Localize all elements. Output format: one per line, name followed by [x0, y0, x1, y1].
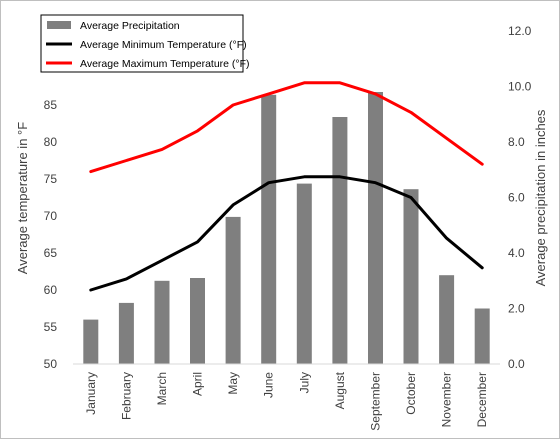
left-axis-title: Average temperature in °F — [15, 122, 30, 274]
x-axis-ticks: January February March April May June July Augu… — [84, 371, 489, 430]
right-axis-ticks: 0.0 2.0 4.0 6.0 8.0 10.0 12.0 — [508, 24, 532, 371]
precipitation-bar — [474, 308, 490, 364]
x-axis-tick-label: September — [369, 372, 383, 431]
left-axis-tick-label: 75 — [44, 172, 58, 186]
precipitation-bars — [83, 92, 490, 365]
x-axis-tick-label: July — [297, 372, 311, 393]
legend-box — [40, 14, 244, 73]
right-axis-tick-label: 4.0 — [508, 246, 525, 260]
x-axis-tick-label: January — [84, 372, 98, 415]
left-axis-tick-label: 70 — [44, 209, 58, 223]
min-temp-line — [89, 175, 484, 292]
x-axis-tick-label: March — [155, 372, 169, 405]
precipitation-bar — [154, 280, 170, 365]
left-axis-tick-label: 55 — [44, 320, 58, 334]
x-axis-tick-label: October — [404, 372, 418, 415]
right-axis-tick-label: 8.0 — [508, 135, 525, 149]
x-axis-tick-label: May — [226, 372, 240, 395]
temperature-lines — [89, 81, 484, 292]
precipitation-bar — [118, 302, 134, 364]
precipitation-bar — [296, 183, 312, 364]
left-axis-ticks: 50 55 60 65 70 75 80 85 — [44, 98, 58, 371]
precipitation-bar — [225, 216, 241, 364]
legend: Average Precipitation Average Minimum Te… — [40, 14, 250, 73]
x-axis-tick-label: December — [475, 372, 489, 427]
precipitation-bar — [439, 275, 455, 364]
right-axis-tick-label: 0.0 — [508, 357, 525, 371]
legend-swatch-precipitation — [47, 21, 71, 29]
precipitation-bar — [403, 189, 419, 364]
precipitation-bar — [83, 319, 99, 364]
right-axis-tick-label: 2.0 — [508, 302, 525, 316]
precipitation-bar — [368, 92, 383, 364]
precipitation-bar — [332, 117, 348, 364]
x-axis-tick-label: August — [333, 371, 347, 409]
right-axis-title: Average precipitation in inches — [533, 109, 548, 286]
left-axis-tick-label: 50 — [44, 357, 58, 371]
left-axis-tick-label: 60 — [44, 283, 58, 297]
left-axis-tick-label: 65 — [44, 246, 58, 260]
x-axis-tick-label: April — [191, 372, 205, 396]
x-axis-tick-label: November — [440, 372, 454, 427]
legend-label-min-temp: Average Minimum Temperature (°F) — [80, 39, 247, 51]
legend-label-precipitation: Average Precipitation — [80, 20, 180, 32]
legend-label-max-temp: Average Maximum Temperature (°F) — [80, 58, 250, 70]
x-axis-tick-label: June — [262, 372, 276, 398]
precipitation-bar — [261, 94, 277, 365]
x-axis-tick-label: February — [119, 372, 133, 420]
right-axis-tick-label: 12.0 — [508, 24, 532, 38]
max-temp-line — [89, 81, 484, 174]
right-axis-tick-label: 10.0 — [508, 80, 532, 94]
right-axis-tick-label: 6.0 — [508, 191, 525, 205]
left-axis-tick-label: 85 — [44, 98, 58, 112]
left-axis-tick-label: 80 — [44, 135, 58, 149]
precipitation-bar — [190, 278, 205, 364]
